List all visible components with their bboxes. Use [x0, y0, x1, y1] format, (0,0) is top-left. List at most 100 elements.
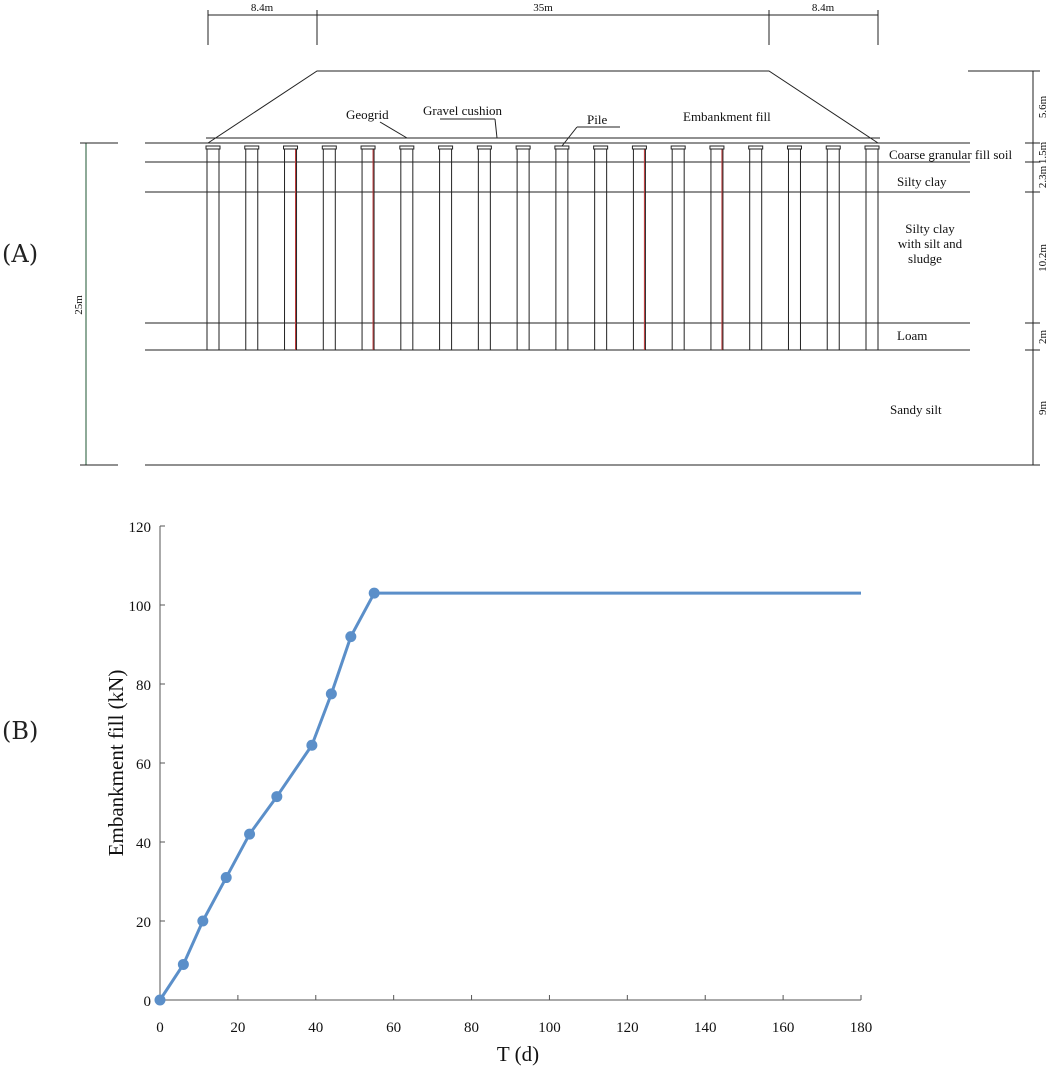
top-dim-label-center: 35m — [533, 2, 553, 14]
right-dim-label: 2m — [1037, 330, 1049, 345]
pile-cap — [864, 145, 880, 150]
pile — [748, 145, 764, 351]
panel-label-a: (A) — [2, 240, 39, 268]
pile-cap — [438, 145, 454, 150]
embankment-outline — [207, 70, 879, 144]
gravel-cushion-label: Gravel cushion — [423, 103, 503, 118]
pile — [593, 145, 609, 351]
layer-label-silty-clay: Silty clay — [897, 174, 947, 189]
pile-cap — [554, 145, 570, 150]
x-tick-label: 80 — [464, 1020, 479, 1036]
series-line — [158, 591, 861, 1001]
pile — [825, 145, 841, 351]
data-point — [368, 587, 380, 599]
pile-cap — [515, 145, 531, 150]
x-tick-label: 0 — [156, 1020, 164, 1036]
top-dim-label-left: 8.4m — [251, 2, 274, 14]
embankment-fill-label: Embankment fill — [683, 109, 771, 124]
pile-cap — [205, 145, 221, 150]
y-tick-label: 20 — [136, 915, 151, 931]
pile-cap — [593, 145, 609, 150]
x-tick-label: 160 — [772, 1020, 795, 1036]
y-axis-label: Embankment fill (kN) — [104, 670, 128, 857]
pile-cap — [631, 145, 647, 150]
data-point — [271, 791, 283, 803]
layer-label-sandy-silt: Sandy silt — [890, 402, 942, 417]
data-point — [197, 915, 209, 927]
pile — [631, 145, 647, 351]
pile — [476, 145, 492, 351]
gravel-leader-b — [494, 118, 498, 139]
x-tick-label: 20 — [230, 1020, 245, 1036]
data-point — [345, 631, 357, 643]
top-dim-label-right: 8.4m — [812, 2, 835, 14]
geogrid-label: Geogrid — [346, 107, 389, 122]
right-dim-label: 9m — [1037, 401, 1049, 416]
pile-cap — [360, 145, 376, 150]
geogrid-leader — [379, 121, 408, 139]
pile-cap — [709, 145, 725, 150]
y-tick-label: 80 — [136, 678, 151, 694]
pile — [709, 145, 725, 351]
right-dim-label: 2.3m — [1037, 165, 1049, 188]
layer-label-silty-clay-silt-sludge-line2: with silt and — [898, 236, 963, 251]
pile — [399, 145, 415, 351]
pile-cap — [476, 145, 492, 150]
layer-label-coarse-fill: Coarse granular fill soil — [889, 147, 1012, 162]
x-tick-label: 40 — [308, 1020, 323, 1036]
right-dim-label: 10.2m — [1037, 244, 1049, 272]
pile — [864, 145, 880, 351]
left-dim-label: 25m — [73, 295, 85, 315]
panel-label-b: (B) — [2, 717, 39, 745]
x-tick-label: 140 — [694, 1020, 717, 1036]
pile — [360, 145, 376, 351]
x-tick-label: 180 — [850, 1020, 873, 1036]
pile-leader-a — [561, 126, 578, 147]
pile — [244, 145, 260, 351]
layer-label-loam: Loam — [897, 328, 927, 343]
data-point — [244, 828, 256, 840]
x-axis-label: T (d) — [497, 1042, 539, 1066]
pile-cap — [786, 145, 802, 150]
series-layer — [154, 587, 861, 1006]
layer-label-silty-clay-silt-sludge-line3: sludge — [908, 251, 942, 266]
embankment-fill-chart: 0 20 40 60 80 100 120 0 20 40 60 80 100 120 140 160 180… — [104, 520, 872, 1066]
pile-group — [205, 145, 880, 351]
pile — [670, 145, 686, 351]
pile-label: Pile — [587, 112, 607, 127]
pile-cap — [244, 145, 260, 150]
right-dim-label: 1.5m — [1037, 141, 1049, 164]
pile-cap — [748, 145, 764, 150]
pile-cap — [321, 145, 337, 150]
y-tick-label: 40 — [136, 836, 151, 852]
y-tick-label: 100 — [129, 599, 152, 615]
data-point — [325, 688, 337, 700]
x-tick-label: 120 — [616, 1020, 639, 1036]
data-point — [306, 739, 318, 751]
x-tick-label: 60 — [386, 1020, 401, 1036]
data-point — [220, 872, 232, 884]
pile — [515, 145, 531, 351]
pile — [321, 145, 337, 351]
pile — [283, 145, 299, 351]
y-tick-label: 0 — [144, 994, 152, 1010]
y-tick-label: 120 — [129, 520, 152, 536]
pile-cap — [399, 145, 415, 150]
pile-embankment-diagram — [80, 10, 1040, 466]
y-ticks: 0 20 40 60 80 100 120 — [129, 520, 165, 1010]
y-tick-label: 60 — [136, 757, 151, 773]
pile — [786, 145, 802, 351]
layer-label-silty-clay-silt-sludge-line1: Silty clay — [905, 221, 955, 236]
pile-cap — [825, 145, 841, 150]
pile — [205, 145, 221, 351]
data-point — [177, 958, 189, 970]
right-dim-label: 5.6m — [1037, 95, 1049, 118]
x-ticks: 0 20 40 60 80 100 120 140 160 180 — [156, 995, 872, 1036]
pile — [438, 145, 454, 351]
pile-cap — [283, 145, 299, 150]
pile-cap — [670, 145, 686, 150]
x-tick-label: 100 — [538, 1020, 561, 1036]
pile — [554, 145, 570, 351]
data-point — [154, 994, 166, 1006]
